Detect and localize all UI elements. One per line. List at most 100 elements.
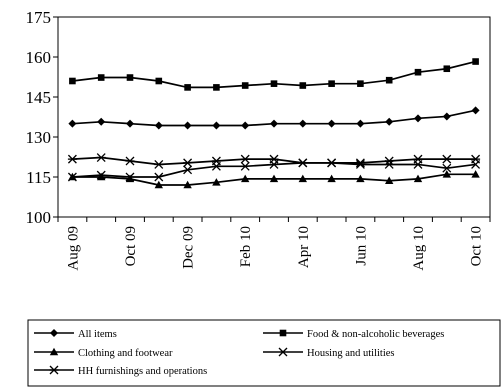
x-tick-label: Oct 10 bbox=[469, 226, 485, 266]
legend-item: Food & non-alcoholic beverages bbox=[263, 329, 444, 340]
data-point bbox=[212, 178, 221, 186]
x-tick-label: Feb 10 bbox=[238, 226, 254, 267]
data-point bbox=[385, 176, 394, 185]
data-point bbox=[154, 160, 164, 169]
data-point bbox=[413, 154, 423, 164]
data-point bbox=[241, 82, 249, 89]
data-point bbox=[298, 158, 308, 168]
data-point bbox=[385, 117, 394, 126]
data-point bbox=[67, 154, 77, 164]
y-tick-label: 115 bbox=[26, 168, 51, 187]
data-point bbox=[125, 174, 135, 183]
data-point bbox=[68, 119, 77, 128]
plot-frame bbox=[57, 16, 491, 218]
x-tick-label: Aug 10 bbox=[411, 226, 427, 271]
data-point bbox=[184, 84, 191, 91]
data-point bbox=[96, 153, 106, 162]
plot-area: 100 115 130 145 160 175 Aug 09 Oct 09 Dec 09 Feb … bbox=[26, 8, 491, 271]
data-point bbox=[443, 65, 451, 73]
data-point bbox=[126, 119, 134, 128]
legend-label: Clothing and footwear bbox=[78, 348, 173, 359]
legend-marker bbox=[50, 329, 58, 337]
data-point bbox=[471, 106, 480, 115]
data-point bbox=[97, 117, 106, 126]
data-point bbox=[299, 82, 307, 89]
data-point bbox=[471, 170, 480, 178]
x-tick-label: Apr 10 bbox=[296, 226, 312, 268]
x-tick-label: Jun 10 bbox=[353, 226, 369, 266]
data-point bbox=[183, 165, 193, 175]
data-point bbox=[385, 76, 393, 84]
y-tick-label: 130 bbox=[26, 128, 52, 147]
x-tick-label: Dec 09 bbox=[181, 226, 197, 269]
data-point bbox=[298, 174, 307, 183]
legend-item: Housing and utilities bbox=[263, 347, 395, 359]
data-point bbox=[212, 121, 221, 130]
data-point bbox=[241, 121, 250, 130]
data-point bbox=[327, 119, 336, 128]
data-point bbox=[472, 58, 479, 65]
legend-frame bbox=[27, 319, 501, 387]
series-0 bbox=[68, 106, 480, 130]
x-tick-label: Aug 09 bbox=[65, 226, 81, 271]
data-point bbox=[270, 119, 278, 128]
data-point bbox=[442, 163, 452, 173]
data-point bbox=[154, 172, 164, 182]
series-1 bbox=[69, 58, 479, 91]
x-tick-label: Oct 09 bbox=[123, 226, 139, 266]
data-point bbox=[414, 114, 422, 123]
data-point bbox=[384, 156, 394, 166]
y-tick-label: 100 bbox=[26, 208, 52, 227]
data-point bbox=[357, 80, 364, 87]
legend-label: HH furnishings and operations bbox=[78, 366, 207, 377]
legend-marker bbox=[278, 347, 288, 357]
data-point bbox=[97, 172, 106, 181]
data-point bbox=[327, 174, 336, 183]
data-point bbox=[442, 112, 451, 121]
data-point bbox=[328, 80, 335, 87]
data-point bbox=[355, 160, 365, 169]
data-point bbox=[155, 77, 163, 85]
data-point bbox=[69, 77, 76, 85]
data-point bbox=[183, 180, 192, 189]
legend: All items Food & non-alcoholic beverages C… bbox=[27, 319, 501, 387]
data-point bbox=[96, 170, 106, 180]
data-point bbox=[327, 158, 337, 168]
legend-label: Housing and utilities bbox=[307, 348, 395, 359]
data-point bbox=[298, 119, 307, 128]
data-point bbox=[154, 121, 163, 130]
y-tick-label: 145 bbox=[26, 88, 52, 107]
legend-marker bbox=[49, 347, 59, 356]
data-point bbox=[183, 121, 192, 130]
data-point bbox=[213, 84, 220, 91]
data-point bbox=[442, 170, 451, 178]
legend-label: Food & non-alcoholic beverages bbox=[307, 329, 444, 340]
data-point bbox=[442, 154, 452, 164]
data-point bbox=[240, 161, 250, 171]
data-point bbox=[269, 174, 279, 183]
data-point bbox=[269, 154, 279, 164]
data-point bbox=[270, 80, 278, 87]
data-point bbox=[240, 154, 250, 164]
legend-marker bbox=[49, 365, 59, 375]
data-point bbox=[241, 174, 250, 183]
legend-item: Clothing and footwear bbox=[34, 347, 173, 359]
legend-item: All items bbox=[34, 329, 117, 340]
y-tick-label: 160 bbox=[26, 48, 52, 67]
data-point bbox=[97, 74, 105, 81]
data-point bbox=[154, 180, 163, 189]
data-point bbox=[355, 158, 365, 168]
data-point bbox=[356, 174, 365, 183]
legend-item: HH furnishings and operations bbox=[34, 365, 207, 377]
data-point bbox=[413, 174, 423, 183]
data-point bbox=[125, 172, 135, 182]
series-2 bbox=[68, 170, 480, 189]
data-point bbox=[67, 172, 77, 182]
legend-label: All items bbox=[78, 329, 117, 340]
data-point bbox=[211, 156, 221, 166]
data-point bbox=[356, 119, 365, 128]
data-point bbox=[471, 154, 481, 164]
series-4 bbox=[67, 153, 481, 169]
legend-marker bbox=[279, 329, 287, 337]
